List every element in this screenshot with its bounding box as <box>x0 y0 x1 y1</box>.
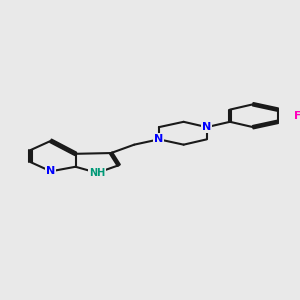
Text: N: N <box>46 166 56 176</box>
Text: N: N <box>202 122 212 132</box>
Text: NH: NH <box>89 168 105 178</box>
Text: N: N <box>154 134 164 144</box>
Text: F: F <box>294 111 300 121</box>
